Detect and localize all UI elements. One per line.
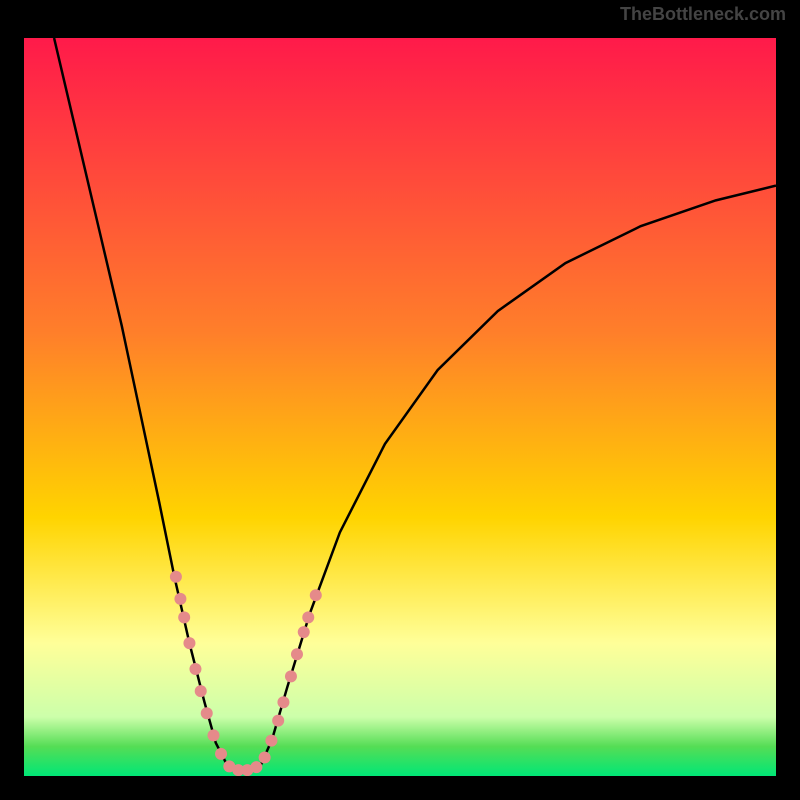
data-marker bbox=[174, 593, 186, 605]
data-marker bbox=[298, 626, 310, 638]
data-marker bbox=[189, 663, 201, 675]
data-marker bbox=[277, 696, 289, 708]
data-marker bbox=[250, 761, 262, 773]
attribution-text: TheBottleneck.com bbox=[620, 4, 786, 25]
data-marker bbox=[208, 729, 220, 741]
data-marker bbox=[201, 707, 213, 719]
bottleneck-curve bbox=[54, 38, 776, 770]
data-marker bbox=[285, 670, 297, 682]
data-marker bbox=[178, 611, 190, 623]
curve-layer bbox=[24, 38, 776, 776]
data-marker bbox=[170, 571, 182, 583]
data-marker bbox=[195, 685, 207, 697]
data-marker bbox=[259, 752, 271, 764]
data-marker bbox=[215, 748, 227, 760]
data-marker bbox=[272, 715, 284, 727]
data-marker bbox=[310, 589, 322, 601]
marker-group bbox=[170, 571, 322, 776]
data-marker bbox=[291, 648, 303, 660]
data-marker bbox=[183, 637, 195, 649]
data-marker bbox=[302, 611, 314, 623]
chart-frame: TheBottleneck.com bbox=[0, 0, 800, 800]
plot-area bbox=[24, 38, 776, 776]
data-marker bbox=[265, 735, 277, 747]
